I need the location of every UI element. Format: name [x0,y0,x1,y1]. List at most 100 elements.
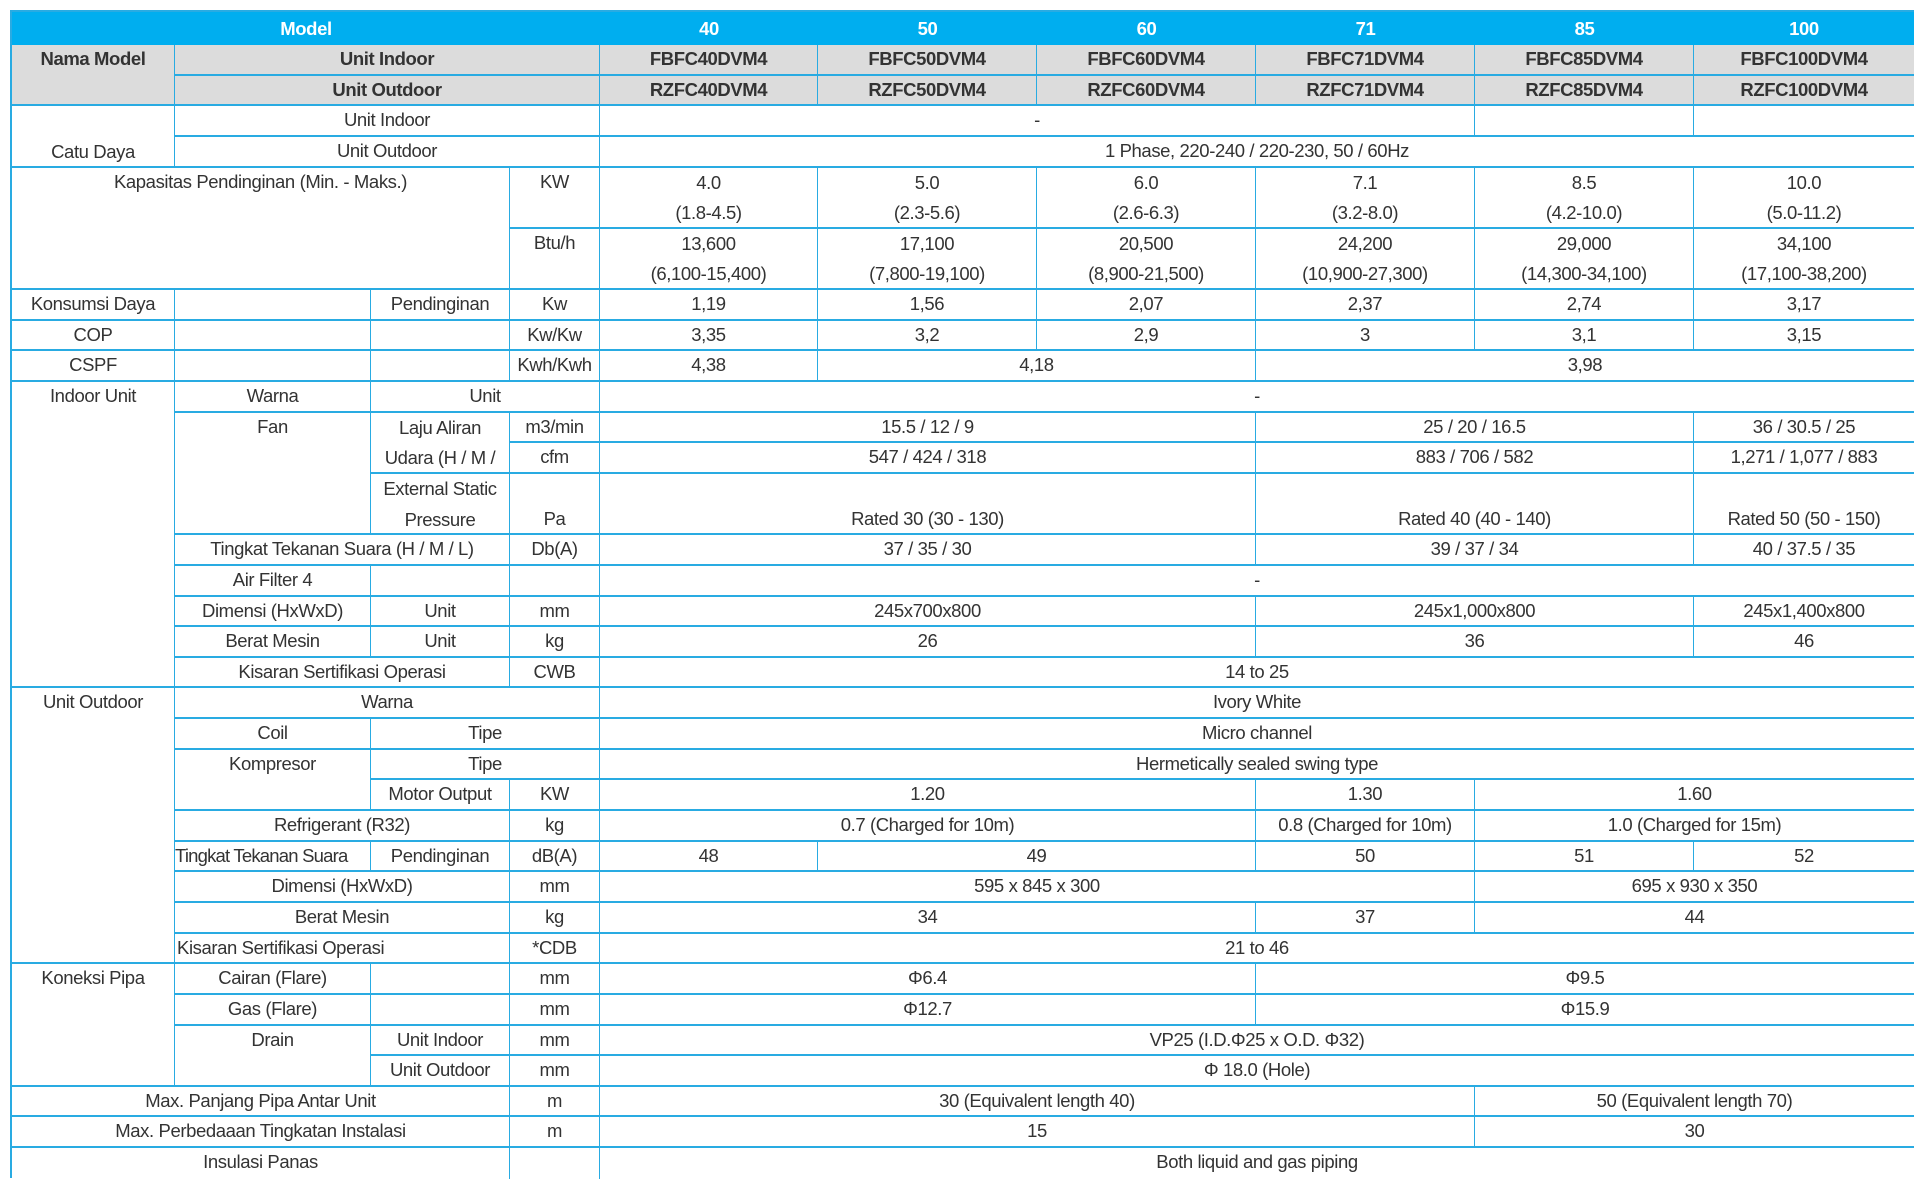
outdoor-color-label: Warna [175,688,600,720]
model-header-label: Model [12,12,600,45]
spec-table: Model 40 50 60 71 85 100 Nama Model Unit… [10,10,1914,1179]
capacity-kw-100: 10.0 (5.0-11.2) [1694,167,1914,229]
indoor-dimension-label: Dimensi (HxWxD) [175,596,371,628]
capacity-btu-71: 24,200 (10,900-27,300) [1256,228,1475,291]
cspf-unit: Kwh/Kwh [510,351,600,383]
model-header-40: 40 [600,12,818,45]
esp-unit: Pa [510,473,600,536]
outdoor-dimension-85-100: 695 x 930 x 350 [1475,872,1914,903]
capacity-btu-40: 13,600 (6,100-15,400) [600,228,818,291]
motor-output-label: Motor Output [371,780,510,812]
power-consumption-85: 2,74 [1475,290,1694,321]
outdoor-weight-unit: kg [510,902,600,934]
cspf-empty-2 [371,351,510,383]
indoor-color-label: Warna [175,382,371,413]
model-name-outdoor-label: Unit Outdoor [175,75,600,107]
capacity-btu-85: 29,000 (14,300-34,100) [1475,228,1694,291]
outdoor-weight-40-60: 34 [600,902,1256,934]
max-height-diff-40-71: 15 [600,1117,1475,1149]
motor-output-71: 1.30 [1256,780,1475,812]
indoor-operation-range-unit: CWB [510,657,600,689]
cspf-50-60: 4,18 [818,351,1256,383]
airflow-m3-g3: 36 / 30.5 / 25 [1694,412,1914,444]
indoor-weight-sub-label: Unit [371,627,510,658]
indoor-model-50: FBFC50DVM4 [818,45,1037,76]
outdoor-dimension-label: Dimensi (HxWxD) [175,872,510,903]
coil-type-label: Tipe [371,719,600,750]
model-name-indoor-label: Unit Indoor [175,45,600,76]
max-pipe-length-label: Max. Panjang Pipa Antar Unit [12,1086,510,1118]
outdoor-sound-unit: dB(A) [510,841,600,873]
outdoor-unit-label: Unit Outdoor [12,688,175,965]
cop-50: 3,2 [818,320,1037,352]
cspf-71-100: 3,98 [1256,351,1914,383]
insulation-value: Both liquid and gas piping [600,1148,1914,1179]
outdoor-sound-sub-label: Pendinginan [371,841,510,873]
power-consumption-100: 3,17 [1694,290,1914,321]
indoor-weight-g3: 46 [1694,627,1914,658]
power-consumption-71: 2,37 [1256,290,1475,321]
power-consumption-label: Konsumsi Daya [12,290,175,321]
model-header-100: 100 [1694,12,1914,45]
outdoor-sound-71: 50 [1256,841,1475,873]
refrigerant-label: Refrigerant (R32) [175,811,510,842]
indoor-unit-label: Indoor Unit [12,382,175,689]
compressor-label: Kompresor [175,749,371,812]
max-height-diff-unit: m [510,1117,600,1149]
cop-85: 3,1 [1475,320,1694,352]
indoor-dimension-g3: 245x1,400x800 [1694,596,1914,628]
esp-g1: Rated 30 (30 - 130) [600,473,1256,536]
outdoor-sound-85: 51 [1475,841,1694,873]
liquid-pipe-40-60: Φ6.4 [600,964,1256,995]
power-consumption-empty [175,290,371,321]
cop-label: COP [12,320,175,352]
indoor-sound-g2: 39 / 37 / 34 [1256,535,1694,566]
max-height-diff-85-100: 30 [1475,1117,1914,1149]
outdoor-model-60: RZFC60DVM4 [1037,75,1256,107]
cop-100: 3,15 [1694,320,1914,352]
capacity-kw-60: 6.0 (2.6-6.3) [1037,167,1256,229]
power-consumption-60: 2,07 [1037,290,1256,321]
max-pipe-length-unit: m [510,1086,600,1118]
model-header-71: 71 [1256,12,1475,45]
drain-outdoor-value: Φ 18.0 (Hole) [600,1056,1914,1087]
indoor-operation-range-label: Kisaran Sertifikasi Operasi [175,657,510,689]
max-height-diff-label: Max. Perbedaaan Tingkatan Instalasi [12,1117,510,1149]
airflow-cfm-g1: 547 / 424 / 318 [600,443,1256,474]
power-consumption-sub-label: Pendinginan [371,290,510,321]
indoor-sound-label: Tingkat Tekanan Suara (H / M / L) [175,535,510,566]
indoor-model-40: FBFC40DVM4 [600,45,818,76]
max-pipe-length-85-100: 50 (Equivalent length 70) [1475,1086,1914,1118]
drain-indoor-value: VP25 (I.D.Φ25 x O.D. Φ32) [600,1025,1914,1057]
gas-pipe-unit: mm [510,994,600,1026]
gas-pipe-empty [371,994,510,1026]
drain-indoor-label: Unit Indoor [371,1025,510,1057]
esp-g2: Rated 40 (40 - 140) [1256,473,1694,536]
outdoor-sound-100: 52 [1694,841,1914,873]
cooling-capacity-kw-unit: KW [510,167,600,229]
cop-empty-1 [175,320,371,352]
power-consumption-unit: Kw [510,290,600,321]
airflow-m3-unit: m3/min [510,412,600,444]
indoor-dimension-g1: 245x700x800 [600,596,1256,628]
drain-outdoor-unit: mm [510,1056,600,1087]
power-consumption-40: 1,19 [600,290,818,321]
coil-label: Coil [175,719,371,750]
cspf-40: 4,38 [600,351,818,383]
airflow-cfm-g3: 1,271 / 1,077 / 883 [1694,443,1914,474]
capacity-btu-100: 34,100 (17,100-38,200) [1694,228,1914,291]
indoor-color-value: - [600,382,1914,413]
insulation-unit [510,1148,600,1179]
cop-empty-2 [371,320,510,352]
compressor-type-label: Tipe [371,749,600,781]
indoor-model-71: FBFC71DVM4 [1256,45,1475,76]
gas-pipe-71-100: Φ15.9 [1256,994,1914,1026]
indoor-weight-g1: 26 [600,627,1256,658]
insulation-label: Insulasi Panas [12,1148,510,1179]
outdoor-sound-40: 48 [600,841,818,873]
power-supply-indoor-100 [1694,106,1914,137]
max-pipe-length-40-71: 30 (Equivalent length 40) [600,1086,1475,1118]
power-consumption-50: 1,56 [818,290,1037,321]
gas-pipe-label: Gas (Flare) [175,994,371,1026]
power-supply-outdoor-label: Unit Outdoor [175,136,600,168]
